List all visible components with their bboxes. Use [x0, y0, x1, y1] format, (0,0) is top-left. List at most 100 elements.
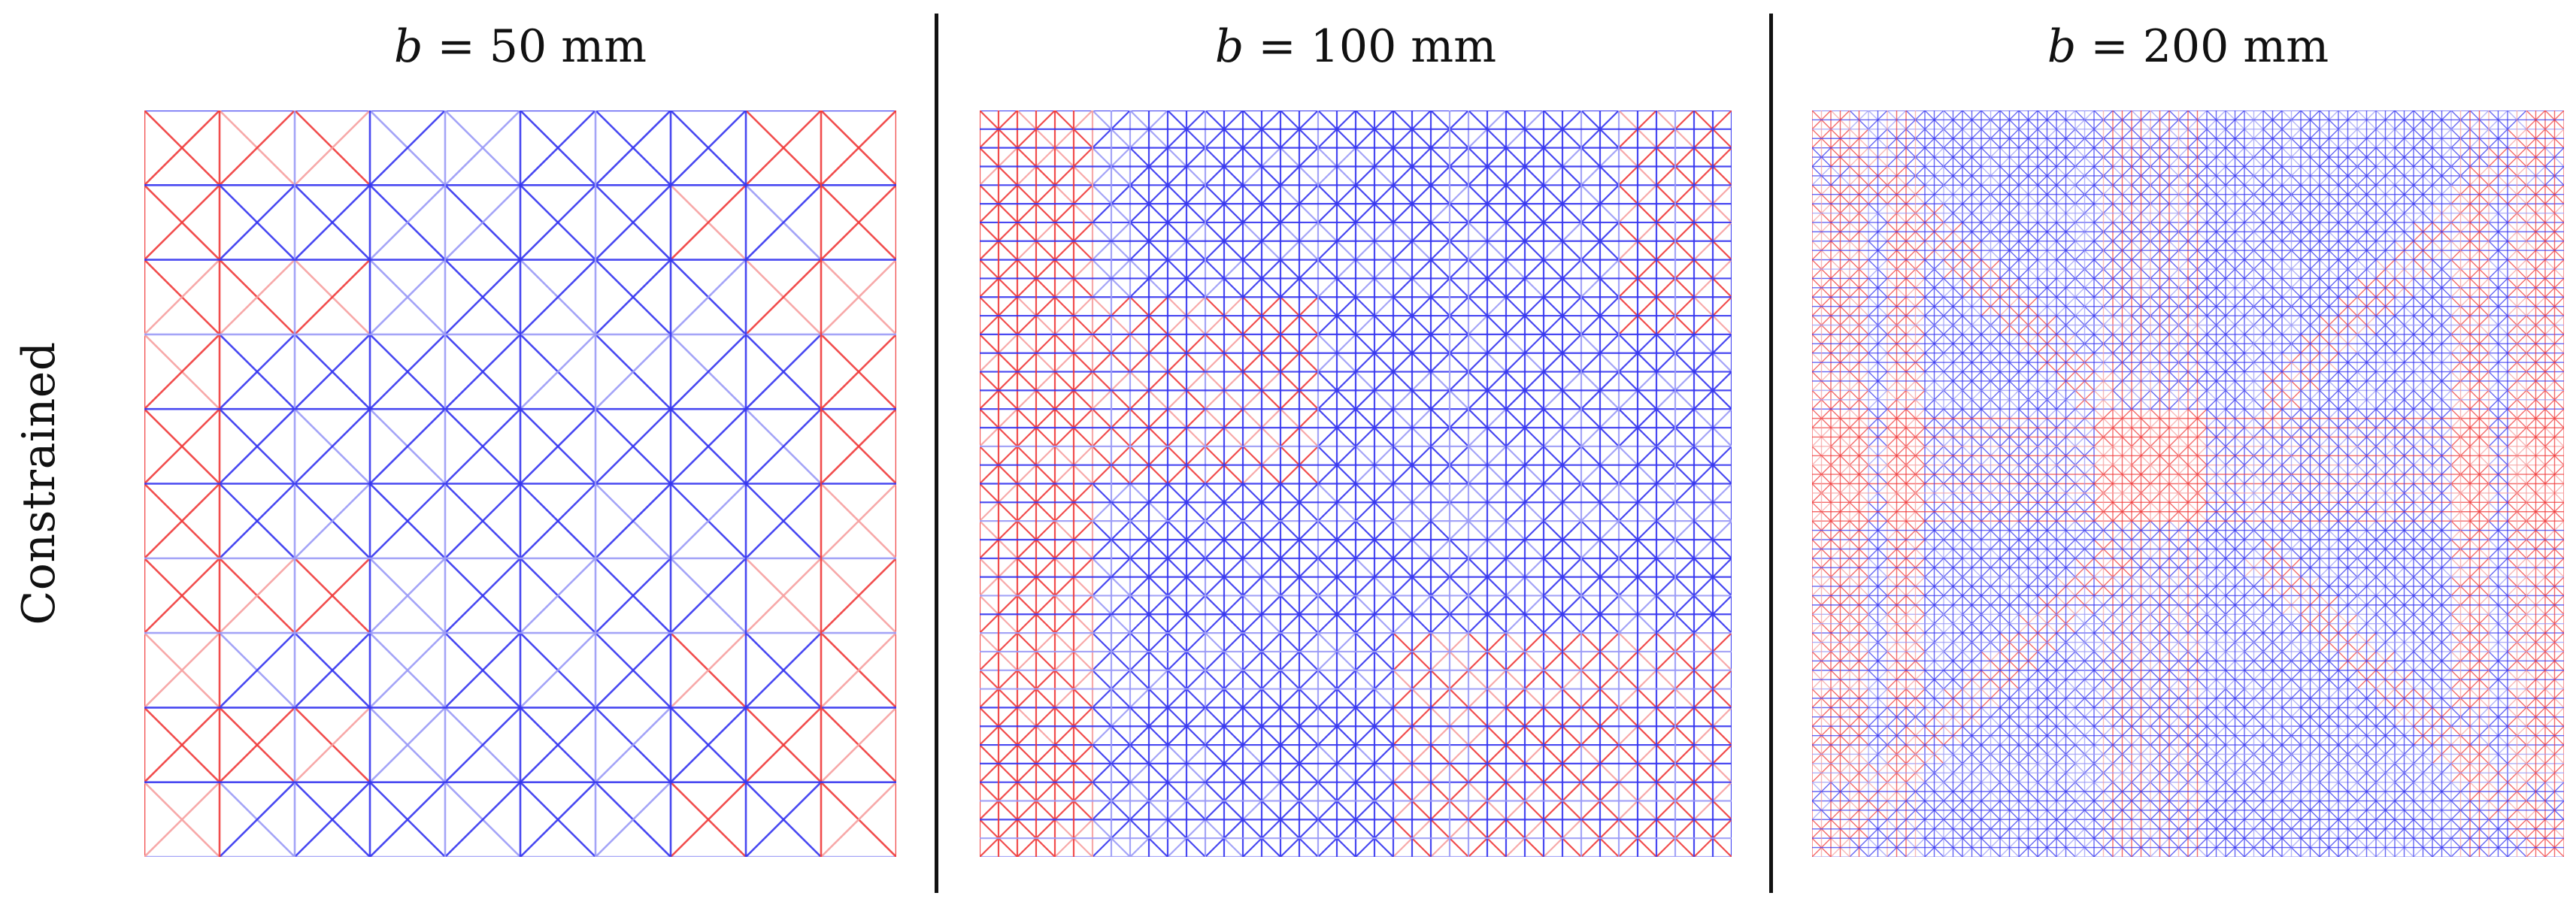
panel-b50: b = 50 mm [144, 0, 896, 917]
truss-member-diagonal [520, 632, 596, 709]
truss-member-diagonal [745, 259, 822, 335]
truss-member-diagonal [820, 408, 896, 485]
truss-member-diagonal [670, 184, 747, 261]
truss-member-diagonal [444, 781, 521, 857]
truss-member-diagonal [369, 184, 446, 261]
truss-member-diagonal [219, 781, 295, 857]
truss-member-diagonal [219, 557, 295, 634]
truss-member-diagonal [219, 707, 295, 783]
truss-member-diagonal [820, 707, 896, 783]
truss-lattice [980, 110, 1732, 857]
truss-member-diagonal [294, 110, 371, 186]
truss-member-diagonal [520, 781, 596, 857]
truss-member-diagonal [520, 707, 596, 783]
truss-member-diagonal [144, 110, 220, 186]
truss-member-diagonal [444, 259, 521, 335]
truss-member-diagonal [144, 333, 220, 410]
truss-member-diagonal [144, 184, 220, 261]
truss-member-diagonal [369, 408, 446, 485]
truss-member-diagonal [595, 110, 671, 186]
truss-member-diagonal [369, 781, 446, 857]
panel-title: b = 100 mm [980, 17, 1732, 77]
truss-member-diagonal [144, 259, 220, 335]
truss-lattice [144, 110, 896, 857]
panel-title: b = 200 mm [1812, 17, 2564, 77]
truss-member-diagonal [670, 483, 747, 559]
panel-title-symbol: b [2047, 20, 2077, 73]
panel-title-text: = 200 mm [2076, 20, 2329, 73]
truss-member-diagonal [820, 483, 896, 559]
truss-member-diagonal [595, 408, 671, 485]
truss-member-diagonal [595, 483, 671, 559]
truss-member-diagonal [444, 557, 521, 634]
truss-member-diagonal [520, 259, 596, 335]
truss-member-diagonal [595, 184, 671, 261]
truss-member-diagonal [520, 557, 596, 634]
truss-member-diagonal [444, 707, 521, 783]
truss-member-diagonal [219, 184, 295, 261]
truss-member-diagonal [670, 632, 747, 709]
truss-member-diagonal [520, 408, 596, 485]
truss-member-diagonal [520, 333, 596, 410]
truss-member-diagonal [745, 408, 822, 485]
truss-member-diagonal [595, 557, 671, 634]
truss-member-diagonal [595, 632, 671, 709]
panel-title-symbol: b [393, 20, 423, 73]
truss-member-diagonal [595, 707, 671, 783]
truss-member-diagonal [369, 557, 446, 634]
truss-member-diagonal [369, 707, 446, 783]
truss-member-diagonal [670, 408, 747, 485]
truss-member-diagonal [369, 110, 446, 186]
truss-member-diagonal [219, 333, 295, 410]
truss-member-diagonal [219, 110, 295, 186]
truss-member-diagonal [595, 333, 671, 410]
truss-member-diagonal [745, 333, 822, 410]
truss-member-diagonal [369, 259, 446, 335]
truss-member-diagonal [670, 557, 747, 634]
truss-member-diagonal [294, 632, 371, 709]
truss-member-diagonal [520, 110, 596, 186]
truss-member-diagonal [444, 632, 521, 709]
truss-member-diagonal [144, 632, 220, 709]
truss-member-diagonal [369, 632, 446, 709]
truss-member-diagonal [820, 557, 896, 634]
truss-member-diagonal [745, 184, 822, 261]
truss-member-diagonal [444, 110, 521, 186]
truss-member-diagonal [820, 184, 896, 261]
truss-member-diagonal [294, 781, 371, 857]
truss-member-diagonal [444, 483, 521, 559]
truss-member-diagonal [670, 707, 747, 783]
truss-member-diagonal [820, 333, 896, 410]
truss-member-diagonal [144, 707, 220, 783]
truss-member-diagonal [670, 781, 747, 857]
panel-title: b = 50 mm [144, 17, 896, 77]
truss-member-diagonal [219, 259, 295, 335]
row-label: Constrained [13, 341, 65, 625]
truss-member-diagonal [294, 333, 371, 410]
truss-member-diagonal [294, 259, 371, 335]
truss-member-diagonal [820, 259, 896, 335]
truss-member-diagonal [219, 483, 295, 559]
truss-member-diagonal [294, 184, 371, 261]
truss-member-diagonal [820, 110, 896, 186]
truss-member-diagonal [144, 557, 220, 634]
truss-member-diagonal [520, 483, 596, 559]
truss-member-diagonal [444, 184, 521, 261]
truss-member-diagonal [745, 110, 822, 186]
truss-member-diagonal [670, 333, 747, 410]
truss-member-diagonal [745, 557, 822, 634]
panel-title-text: = 100 mm [1244, 20, 1497, 73]
truss-member-diagonal [144, 483, 220, 559]
truss-member-diagonal [670, 259, 747, 335]
truss-member-diagonal [595, 259, 671, 335]
panel-b200: b = 200 mm [1812, 0, 2564, 917]
truss-member-diagonal [820, 781, 896, 857]
truss-member-diagonal [444, 333, 521, 410]
truss-member-diagonal [745, 483, 822, 559]
panel-divider [1769, 14, 1773, 893]
truss-member-diagonal [369, 483, 446, 559]
truss-member-diagonal [595, 781, 671, 857]
truss-member-diagonal [820, 632, 896, 709]
truss-member-diagonal [444, 408, 521, 485]
truss-member-diagonal [294, 557, 371, 634]
